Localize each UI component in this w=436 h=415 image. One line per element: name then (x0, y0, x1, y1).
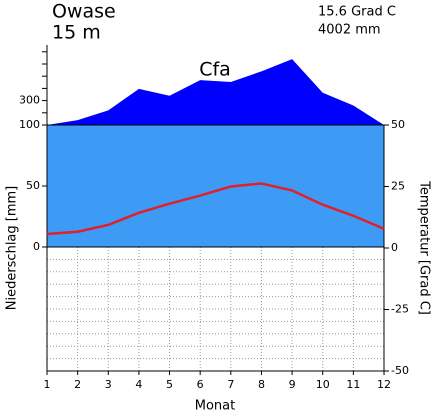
y-tick-label: 0 (33, 240, 40, 253)
x-tick-label: 10 (316, 378, 330, 391)
y-tick-label: 50 (26, 179, 40, 192)
x-tick-label: 9 (289, 378, 296, 391)
mean-temperature: 15.6 Grad C (318, 5, 396, 20)
y-axis-label: Niederschlag [mm] (5, 186, 20, 311)
x-tick-label: 1 (44, 378, 51, 391)
x-tick-label: 11 (346, 378, 360, 391)
y2-tick-label: -25 (391, 303, 409, 316)
x-axis-label: Monat (195, 399, 235, 414)
temperature-line (46, 182, 385, 236)
x-tick-label: 4 (135, 378, 142, 391)
annual-precipitation: 4002 mm (318, 23, 381, 38)
x-tick-label: 8 (258, 378, 265, 391)
y2-axis-label: Temperatur [Grad C] (417, 180, 432, 315)
x-tick-label: 3 (105, 378, 112, 391)
y-tick-label: 100 (19, 118, 40, 131)
x-tick-label: 6 (197, 378, 204, 391)
x-tick-label: 7 (227, 378, 234, 391)
precipitation-area (47, 59, 384, 126)
station: Owase (52, 1, 116, 23)
y2-tick-label: 25 (391, 180, 405, 193)
x-tick-label: 2 (74, 378, 81, 391)
climate-class: Cfa (199, 59, 231, 81)
y2-tick-label: 50 (391, 118, 405, 131)
y2-tick-label: 0 (391, 241, 398, 254)
y2-tick-label: -50 (391, 364, 409, 377)
humid-area (47, 125, 384, 247)
x-tick-label: 12 (377, 378, 391, 391)
elevation: 15 m (52, 22, 101, 44)
x-tick-label: 5 (166, 378, 173, 391)
y-tick-label: 300 (19, 94, 40, 107)
